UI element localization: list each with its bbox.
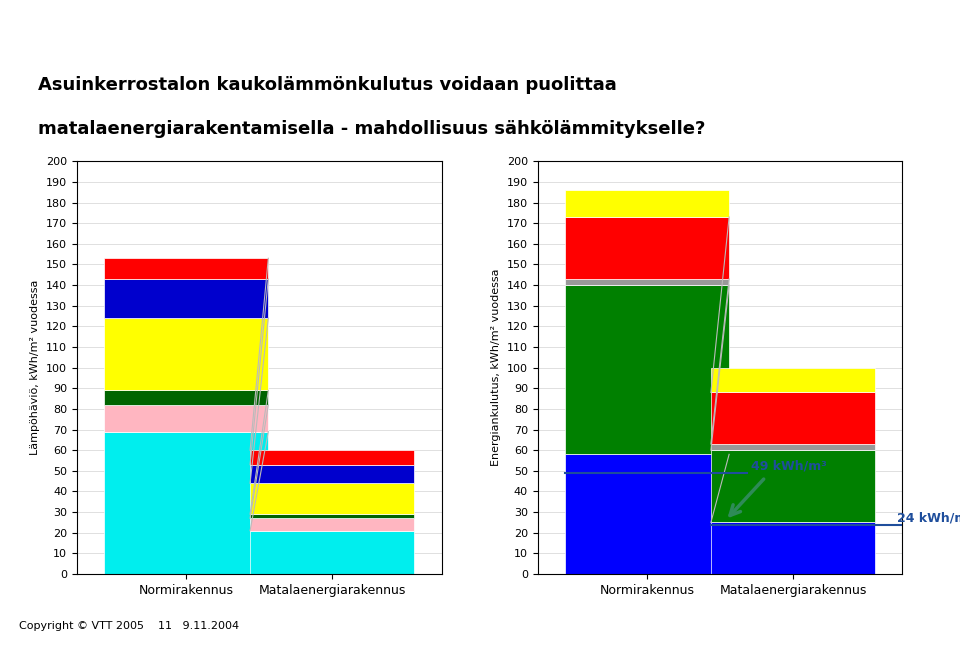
Text: Asuinkerrostalon kaukolämmönkulutus voidaan puolittaa: Asuinkerrostalon kaukolämmönkulutus void… xyxy=(38,77,617,94)
Text: VTT RAKENNUS- JA YHDYSKUNTATEKNIIKKA: VTT RAKENNUS- JA YHDYSKUNTATEKNIIKKA xyxy=(14,17,319,31)
Text: Copyright © VTT 2005    11   9.11.2004: Copyright © VTT 2005 11 9.11.2004 xyxy=(19,620,239,631)
Bar xyxy=(104,432,269,574)
Text: matalaenergiarakentamisella - mahdollisuus sähkölämmitykselle?: matalaenergiarakentamisella - mahdollisu… xyxy=(38,120,706,138)
Y-axis label: Energiankulutus, kWh/m² vuodessa: Energiankulutus, kWh/m² vuodessa xyxy=(492,269,501,466)
Bar xyxy=(711,368,876,392)
Text: 49 kWh/m³: 49 kWh/m³ xyxy=(751,460,827,473)
Bar xyxy=(250,464,415,483)
Bar xyxy=(104,318,269,390)
Bar xyxy=(711,522,876,574)
Bar xyxy=(250,450,415,464)
Bar xyxy=(711,450,876,522)
Bar xyxy=(564,190,730,217)
Bar xyxy=(104,279,269,318)
Bar xyxy=(104,258,269,279)
Bar xyxy=(104,405,269,432)
Bar xyxy=(564,285,730,454)
Bar xyxy=(250,483,415,514)
Bar xyxy=(104,390,269,405)
Bar xyxy=(564,217,730,279)
Y-axis label: Lämpöhäviö, kWh/m² vuodessa: Lämpöhäviö, kWh/m² vuodessa xyxy=(31,280,40,455)
Bar xyxy=(564,454,730,574)
Bar xyxy=(711,392,876,444)
Bar xyxy=(250,531,415,574)
Bar xyxy=(711,444,876,450)
Text: 24 kWh/m³: 24 kWh/m³ xyxy=(897,511,960,524)
Bar xyxy=(564,279,730,285)
Bar xyxy=(250,519,415,531)
Bar xyxy=(250,514,415,519)
Legend: Yläpohja, Ulkoseinät, Ikkunat, Alapohja, Ilmavuodot, Ilmanvaihto: Yläpohja, Ulkoseinät, Ikkunat, Alapohja,… xyxy=(574,166,674,261)
